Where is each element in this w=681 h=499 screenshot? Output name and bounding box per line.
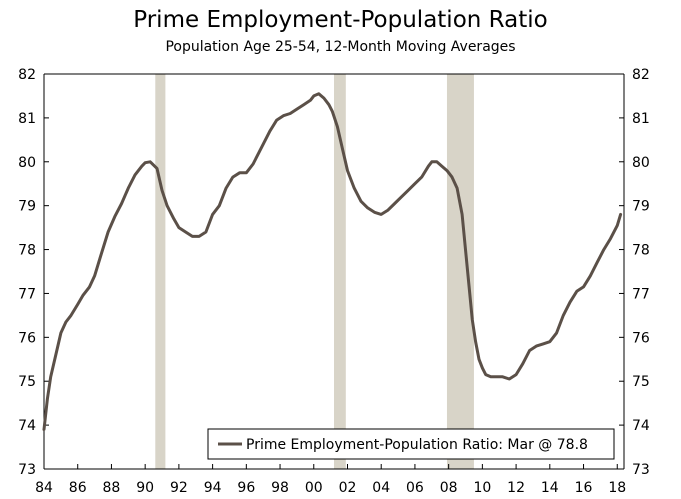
y-tick-label-right-77: 77 — [632, 286, 650, 302]
axes: 73 73 74 74 75 75 76 76 77 77 78 78 79 79 80 80 81 81 82 82… — [18, 67, 650, 496]
y-tick-label-left-73: 73 — [18, 462, 36, 478]
legend: Prime Employment-Population Ratio: Mar @… — [207, 428, 615, 460]
x-tick-label-98: 98 — [271, 480, 289, 496]
y-tick-label-left-76: 76 — [18, 330, 36, 346]
x-tick-label-04: 04 — [372, 480, 390, 496]
y-tick-label-left-82: 82 — [18, 67, 36, 83]
y-tick-label-right-76: 76 — [632, 330, 650, 346]
x-tick-label-88: 88 — [103, 480, 121, 496]
y-tick-label-left-80: 80 — [18, 155, 36, 171]
recession-band-2 — [446, 74, 474, 469]
y-tick-label-right-81: 81 — [632, 111, 650, 127]
y-tick-label-right-74: 74 — [632, 418, 650, 434]
y-tick-label-left-75: 75 — [18, 374, 36, 390]
series-line-0 — [42, 92, 623, 431]
chart-title: Prime Employment-Population Ratio — [133, 7, 548, 33]
y-tick-label-right-80: 80 — [632, 155, 650, 171]
x-tick-label-92: 92 — [170, 480, 188, 496]
x-tick-label-18: 18 — [608, 480, 626, 496]
x-tick-label-90: 90 — [136, 480, 154, 496]
series-layer — [42, 92, 623, 431]
recession-band-1 — [334, 74, 346, 469]
x-tick-label-86: 86 — [69, 480, 87, 496]
x-tick-label-10: 10 — [473, 480, 491, 496]
x-tick-label-14: 14 — [541, 480, 559, 496]
x-tick-label-94: 94 — [204, 480, 222, 496]
x-tick-label-96: 96 — [237, 480, 255, 496]
y-tick-label-right-78: 78 — [632, 243, 650, 259]
x-tick-label-02: 02 — [339, 480, 357, 496]
recession-band-0 — [155, 74, 166, 469]
y-tick-label-right-79: 79 — [632, 199, 650, 215]
chart-subtitle: Population Age 25-54, 12-Month Moving Av… — [165, 39, 516, 55]
x-tick-label-12: 12 — [507, 480, 525, 496]
x-tick-label-16: 16 — [575, 480, 593, 496]
y-tick-label-left-81: 81 — [18, 111, 36, 127]
x-tick-label-84: 84 — [35, 480, 53, 496]
x-tick-label-08: 08 — [440, 480, 458, 496]
y-tick-label-left-77: 77 — [18, 286, 36, 302]
legend-box — [207, 428, 615, 460]
y-tick-label-left-78: 78 — [18, 243, 36, 259]
recession-bands — [155, 74, 474, 469]
legend-label: Prime Employment-Population Ratio: Mar @… — [246, 437, 588, 453]
x-tick-label-06: 06 — [406, 480, 424, 496]
x-tick-label-00: 00 — [305, 480, 323, 496]
y-tick-label-right-75: 75 — [632, 374, 650, 390]
y-tick-label-right-73: 73 — [632, 462, 650, 478]
y-tick-label-left-79: 79 — [18, 199, 36, 215]
y-tick-label-right-82: 82 — [632, 67, 650, 83]
y-tick-label-left-74: 74 — [18, 418, 36, 434]
